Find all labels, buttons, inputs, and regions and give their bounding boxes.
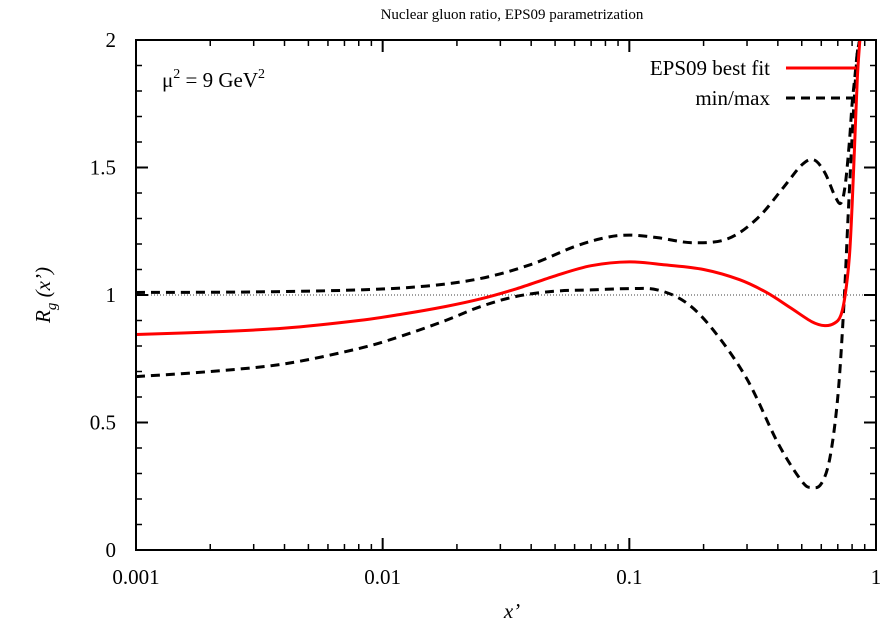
legend: EPS09 best fit min/max [650, 56, 856, 110]
legend-label-best-fit: EPS09 best fit [650, 56, 770, 80]
x-tick-label: 0.001 [112, 565, 159, 589]
y-axis-label-arg: (x’) [31, 267, 55, 303]
y-tick-label: 1 [106, 283, 117, 307]
y-tick-label: 0 [106, 538, 117, 562]
x-tick-label: 0.01 [364, 565, 401, 589]
y-tick-label: 0.5 [90, 411, 116, 435]
y-tick-label: 2 [106, 28, 117, 52]
best-fit-line [135, 39, 862, 337]
x-tick-label: 1 [871, 565, 882, 589]
y-axis-label-main: R [31, 310, 55, 324]
min-envelope-line [135, 39, 862, 490]
y-axis-label: Rg (x’) [31, 267, 60, 324]
scale-annotation: μ2 = 9 GeV2 [162, 67, 265, 92]
y-tick-label: 1.5 [90, 156, 116, 180]
legend-label-min-max: min/max [695, 86, 770, 110]
series-layer [135, 39, 862, 490]
annotation-exp2: 2 [258, 67, 265, 82]
annotation-mid: = 9 GeV [180, 68, 258, 92]
max-envelope-line [135, 39, 862, 294]
x-axis-label: x’ [503, 599, 520, 623]
annotation-mu: μ [162, 68, 173, 92]
y-tick-labels: 0 0.5 1 1.5 2 [90, 28, 116, 562]
plot-frame [135, 39, 877, 551]
chart-title: Nuclear gluon ratio, EPS09 parametrizati… [381, 7, 644, 23]
y-axis-label-sub: g [44, 302, 60, 310]
x-tick-labels: 0.001 0.01 0.1 1 [112, 565, 881, 589]
annotation-exp1: 2 [173, 67, 180, 82]
x-tick-label: 0.1 [616, 565, 642, 589]
